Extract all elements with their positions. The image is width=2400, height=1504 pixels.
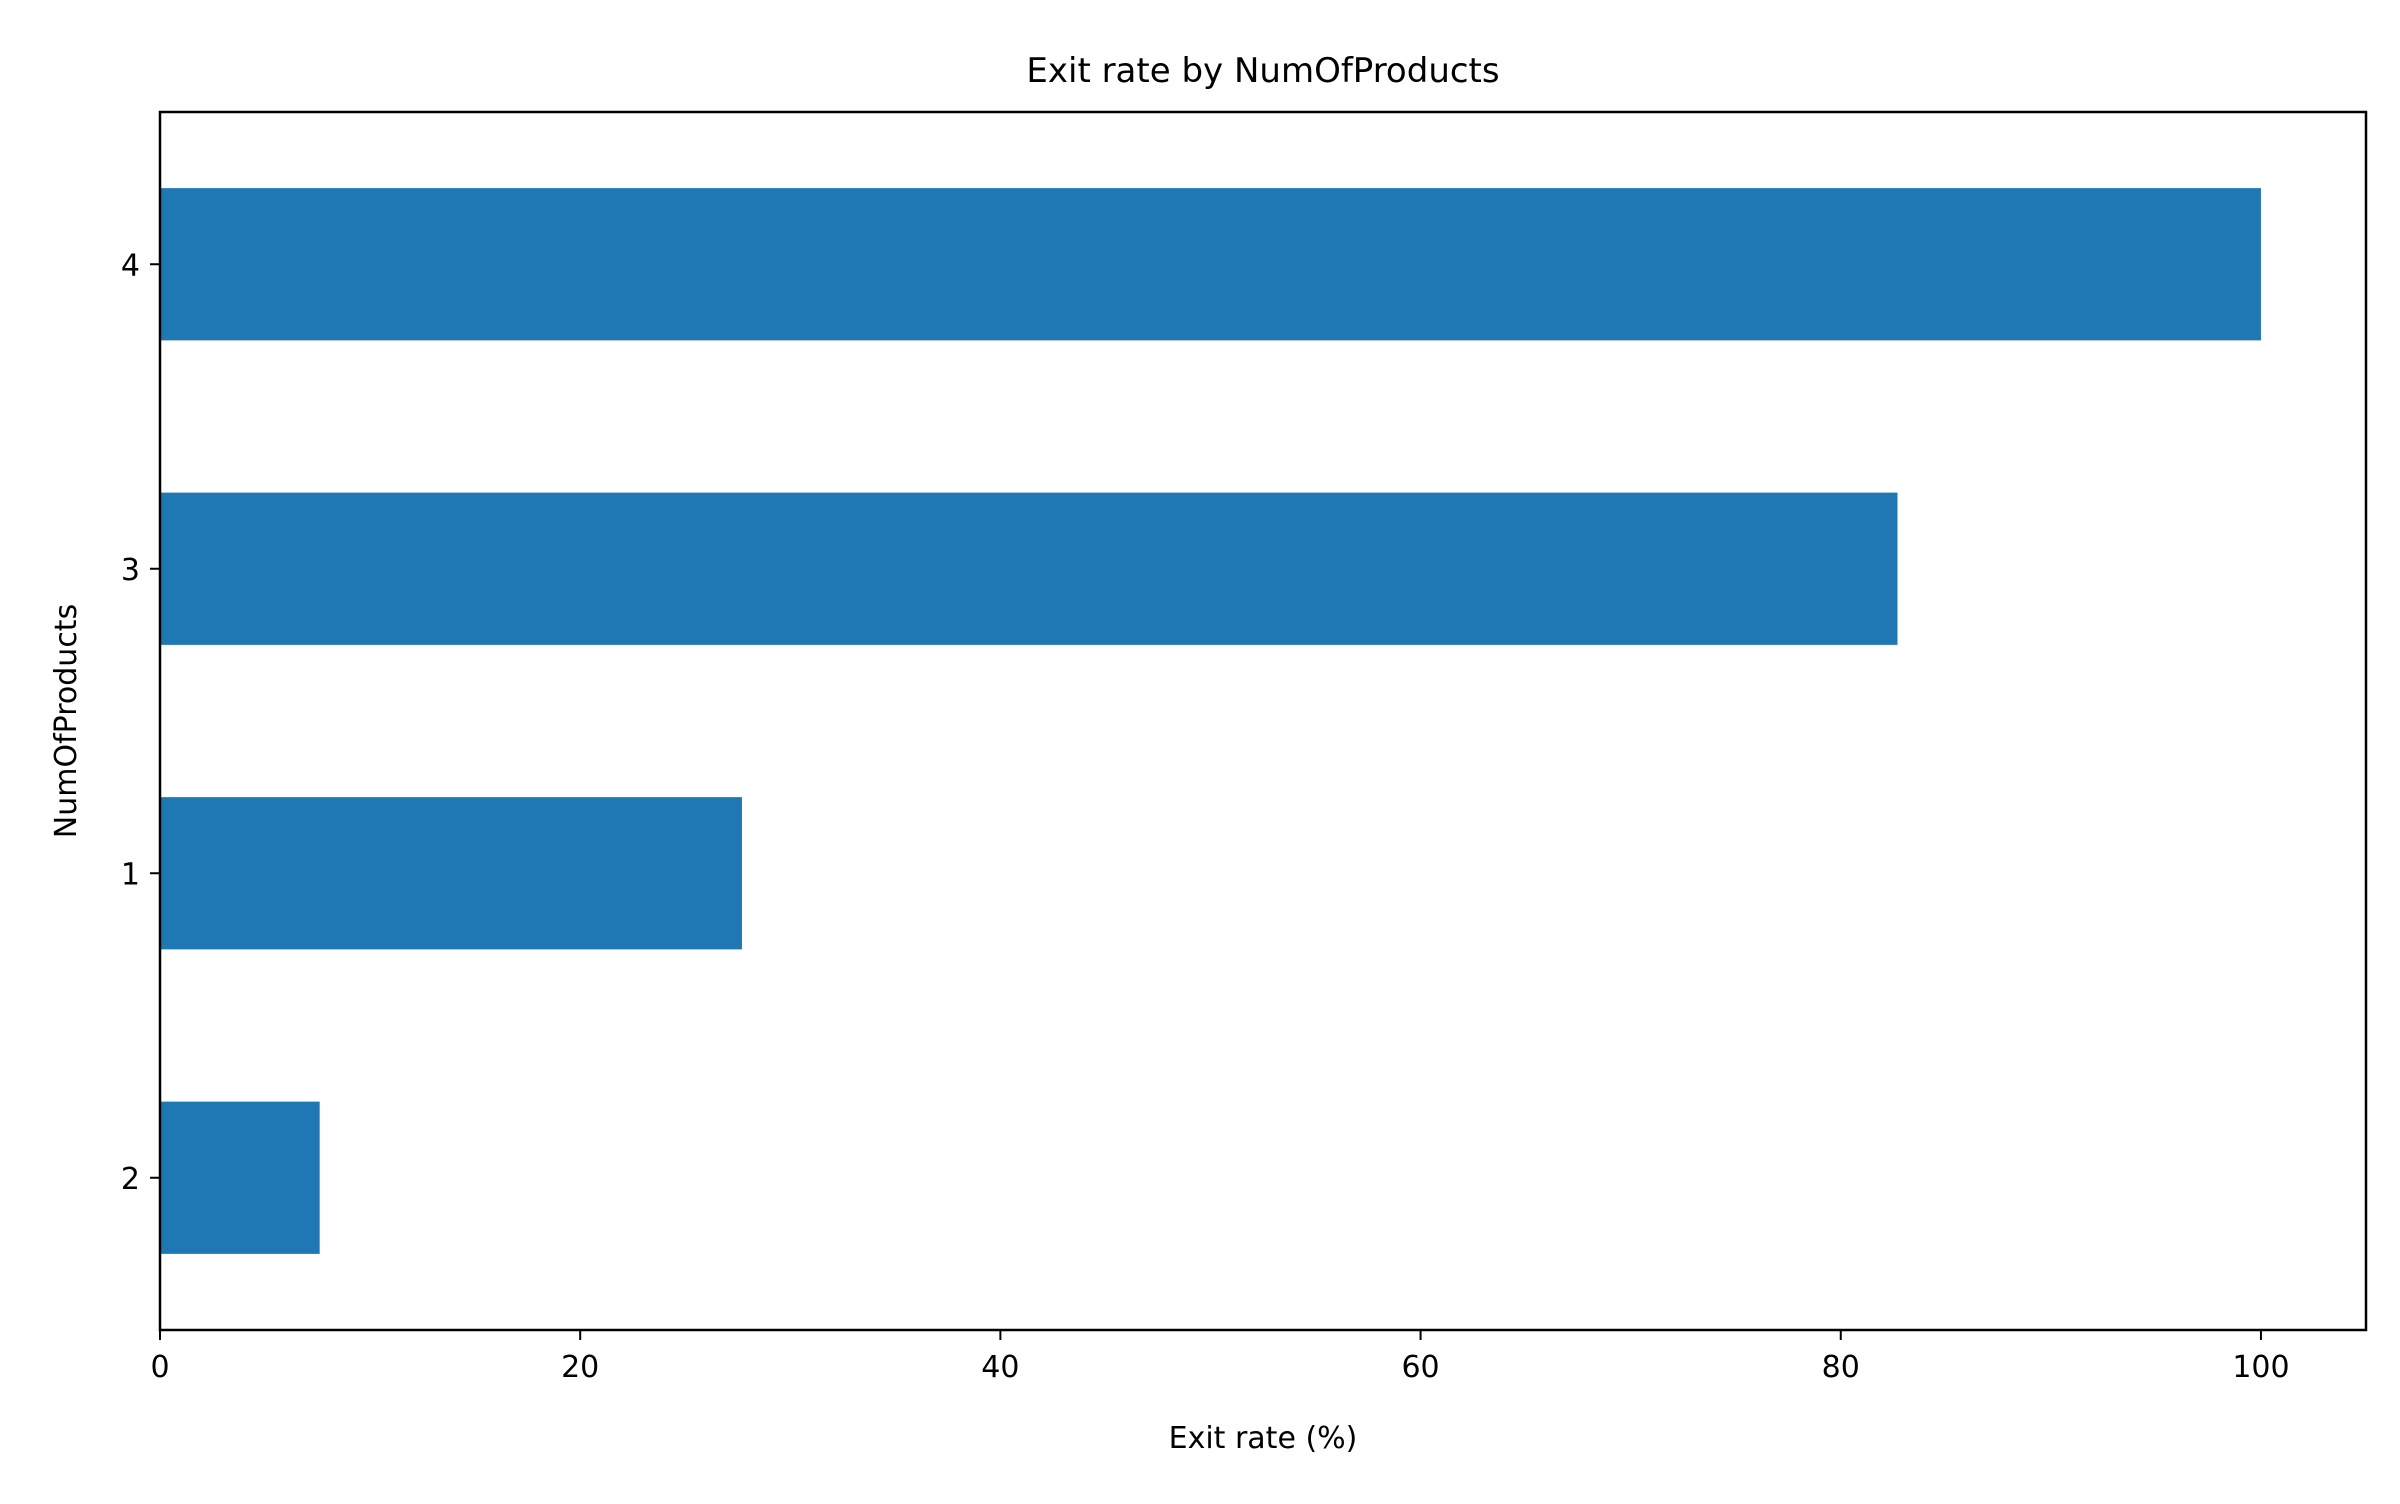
y-tick-label-3: 3: [121, 553, 140, 588]
chart-title: Exit rate by NumOfProducts: [1026, 51, 1499, 91]
bar-1: [160, 797, 742, 950]
plot-area-frame: [158, 110, 2368, 1332]
y-axis: 2 1 3 4: [121, 248, 160, 1197]
x-axis: 0 20 40 60 80 100: [150, 1330, 2290, 1385]
bar-2: [160, 1101, 320, 1254]
bar-4: [160, 188, 2261, 341]
bars-layer: [160, 188, 2261, 1254]
y-tick-label-1: 1: [121, 857, 140, 892]
y-tick-label-4: 4: [121, 248, 140, 283]
x-tick-label-20: 20: [561, 1350, 599, 1385]
x-tick-label-80: 80: [1822, 1350, 1860, 1385]
x-tick-label-40: 40: [981, 1350, 1019, 1385]
bar-3: [160, 492, 1898, 645]
x-tick-label-100: 100: [2232, 1350, 2289, 1385]
x-tick-label-60: 60: [1401, 1350, 1439, 1385]
x-tick-label-0: 0: [150, 1350, 169, 1385]
y-tick-label-2: 2: [121, 1162, 140, 1197]
y-axis-label: NumOfProducts: [49, 604, 84, 838]
x-axis-label: Exit rate (%): [1169, 1421, 1358, 1456]
